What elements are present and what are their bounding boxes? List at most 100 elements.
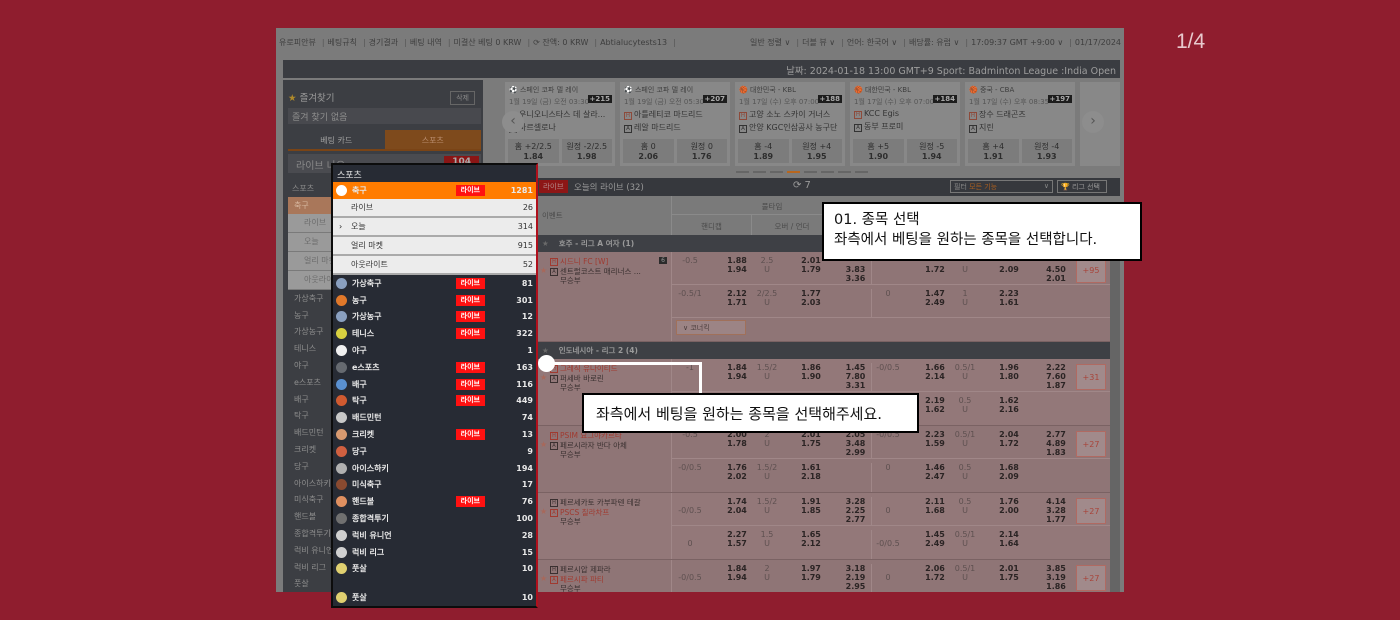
odds-cell[interactable]: 2.23 1.59	[925, 430, 945, 448]
card-market-count[interactable]: +184	[932, 95, 957, 103]
carousel-next-button[interactable]: ›	[1082, 111, 1104, 133]
odds-cell[interactable]: 1.88 1.94	[727, 256, 747, 274]
more-markets-button[interactable]: +31	[1076, 364, 1106, 390]
odds-cell[interactable]: 2.22 7.60 1.87	[1046, 363, 1066, 390]
sidebar-sport-item[interactable]: 배구	[294, 394, 309, 404]
top-link[interactable]: 더블 뷰 ∨	[802, 38, 836, 47]
odds-cell[interactable]: 1.68 2.09	[999, 463, 1019, 481]
carousel-dot[interactable]	[787, 171, 800, 173]
odds-cell[interactable]: 2.04 1.72	[999, 430, 1019, 448]
league-row[interactable]: ★ 인도네시아 - 리그 2 (4)	[536, 342, 1110, 359]
match-card[interactable]: ⚽ 스페인 코파 델 레이 1월 19일 (금) 오전 03:30+215 H우니오…	[505, 82, 615, 166]
sidebar-sport-item[interactable]: 럭비 유니언	[294, 545, 334, 555]
card-market-count[interactable]: +215	[587, 95, 612, 103]
carousel-dot[interactable]	[770, 171, 783, 173]
sport-item[interactable]: 종합격투기 100	[333, 510, 536, 527]
odds-cell[interactable]: 1.46 2.47	[925, 463, 945, 481]
top-link[interactable]: Abtialucytests13	[600, 38, 668, 47]
carousel-dot[interactable]	[804, 171, 817, 173]
sidebar-sport-item[interactable]: 아이스하키	[294, 478, 331, 488]
carousel-dot[interactable]	[736, 171, 749, 173]
league-select-button[interactable]: 🏆 리그 선택	[1057, 180, 1107, 193]
sport-item[interactable]: 아웃라이트 52	[333, 256, 536, 275]
odds-cell[interactable]: 1.66 2.14	[925, 363, 945, 381]
odds-cell[interactable]: 2.77 4.89 1.83	[1046, 430, 1066, 457]
more-markets-button[interactable]: +27	[1076, 431, 1106, 457]
odds-cell[interactable]: 3.18 2.19 2.95	[840, 564, 872, 592]
sport-item[interactable]: 배드민턴 74	[333, 409, 536, 426]
sidebar-sport-item[interactable]: 배드민턴	[294, 428, 324, 438]
odds-button[interactable]: 원정 0 1.76	[676, 139, 727, 163]
sidebar-sport-item[interactable]: 종합격투기	[294, 528, 331, 538]
odds-button[interactable]: 원정 -4 1.93	[1021, 139, 1072, 163]
tab-betting-card[interactable]: 베팅 카드	[288, 130, 385, 149]
odds-cell[interactable]: 2.05 3.48 2.99	[840, 430, 872, 458]
sport-item[interactable]: 농구 라이브 301	[333, 292, 536, 309]
match-event[interactable]: ★ H 시드니 FC [W] A 센트럴코스트 매리너스 ... 무승부 6	[536, 252, 672, 341]
refresh-button[interactable]: ⟳ 7	[793, 180, 811, 191]
favorite-star-icon[interactable]: ★	[540, 507, 548, 516]
odds-cell[interactable]: 1.77 2.03	[801, 289, 821, 307]
odds-cell[interactable]: 4.50 2.01	[1046, 265, 1066, 283]
card-market-count[interactable]: +207	[702, 95, 727, 103]
sidebar-sport-item[interactable]: 당구	[294, 461, 309, 471]
odds-cell[interactable]: 2.12 1.71	[727, 289, 747, 307]
odds-button[interactable]: 원정 +4 1.95	[791, 139, 842, 163]
odds-cell[interactable]: 1.96 1.80	[999, 363, 1019, 381]
match-card[interactable]: ⚽ 스페인 코파 델 레이 1월 19일 (금) 오전 05:30 +207 H 아틀레…	[620, 82, 730, 166]
odds-cell[interactable]: 2.01 1.75	[801, 430, 821, 448]
sport-item[interactable]: 축구 라이브 1281	[333, 182, 536, 199]
match-event[interactable]: ★ H 페르세카토 카부파텐 테갈 A PSCS 칠라차프 무승부	[536, 493, 672, 559]
odds-cell[interactable]: 2.01 1.79	[801, 256, 821, 274]
odds-cell[interactable]: 1.62 2.16	[999, 396, 1019, 414]
sidebar-sport-item[interactable]: 테니스	[294, 344, 317, 354]
odds-cell[interactable]: 4.14 3.28 1.77	[1046, 497, 1066, 524]
stats-badge[interactable]: 6	[659, 257, 667, 264]
filter-select[interactable]: 필터 모든 기능 ∨	[950, 180, 1053, 193]
sport-item[interactable]: 미식축구 17	[333, 477, 536, 494]
top-link[interactable]: 01/17/2024	[1074, 38, 1121, 47]
sidebar-sport-item[interactable]: 풋살	[294, 579, 309, 589]
top-link[interactable]: 유로피안뷰	[279, 38, 316, 47]
sport-item[interactable]: 테니스 라이브 322	[333, 325, 536, 342]
top-link[interactable]: ⟳ 잔액: 0 KRW	[533, 38, 589, 47]
more-markets-button[interactable]: +27	[1076, 498, 1106, 524]
card-market-count[interactable]: +188	[817, 95, 842, 103]
odds-cell[interactable]: 3.85 3.19 1.86	[1046, 564, 1066, 591]
card-market-count[interactable]: +197	[1047, 95, 1072, 103]
odds-cell[interactable]: 2.00 1.78	[727, 430, 747, 448]
sidebar-sport-item[interactable]: e스포츠	[294, 377, 322, 387]
odds-button[interactable]: 홈 +5 1.90	[853, 139, 904, 163]
top-link[interactable]: 미결산 베팅 0 KRW	[453, 38, 522, 47]
sidebar-sport-item[interactable]: 가상농구	[294, 327, 324, 337]
top-link[interactable]: 베팅규칙	[327, 38, 357, 47]
sport-item[interactable]: 얼리 마켓 915	[333, 237, 536, 256]
star-icon[interactable]: ★	[542, 346, 549, 355]
more-markets-button[interactable]: +27	[1076, 565, 1106, 591]
odds-cell[interactable]: 2.23 1.61	[999, 289, 1019, 307]
sport-item[interactable]: 아이스하키 194	[333, 460, 536, 477]
sport-item[interactable]: 가상축구 라이브 81	[333, 275, 536, 292]
sidebar-sport-item[interactable]: 크리켓	[294, 444, 317, 454]
odds-cell[interactable]: 1.47 2.49	[925, 289, 945, 307]
carousel-prev-button[interactable]: ‹	[502, 111, 524, 133]
top-link[interactable]: 일반 정렬 ∨	[750, 38, 791, 47]
carousel-dot[interactable]	[855, 171, 868, 173]
carousel-dot[interactable]	[821, 171, 834, 173]
match-event[interactable]: ★ H PSIM 요그야카르타 A 페르시라자 반다 아체 무승부	[536, 426, 672, 492]
favorite-star-icon[interactable]: ★	[540, 373, 548, 382]
match-card[interactable]: 🏀 대한민국 - KBL 1월 17일 (수) 오후 07:00 +184 H KCC …	[850, 82, 960, 166]
odds-cell[interactable]: 2.19 1.62	[925, 396, 945, 414]
odds-button[interactable]: 홈 0 2.06	[623, 139, 674, 163]
carousel-dot[interactable]	[753, 171, 766, 173]
match-event[interactable]: ★ H 페르시압 제파라 A 페르시파 파티 무승부	[536, 560, 672, 592]
favorites-delete-button[interactable]: 삭제	[450, 91, 475, 105]
odds-cell[interactable]: 2.14 1.64	[999, 530, 1019, 548]
carousel-dot[interactable]	[838, 171, 851, 173]
sidebar-sport-item[interactable]: 탁구	[294, 411, 309, 421]
odds-cell[interactable]: 1.45 2.49	[925, 530, 945, 548]
sidebar-sport-item[interactable]: 야구	[294, 360, 309, 370]
sport-item[interactable]: 라이브 26	[333, 199, 536, 218]
odds-button[interactable]: 홈 +4 1.91	[968, 139, 1019, 163]
odds-button[interactable]: 원정 -5 1.94	[906, 139, 957, 163]
